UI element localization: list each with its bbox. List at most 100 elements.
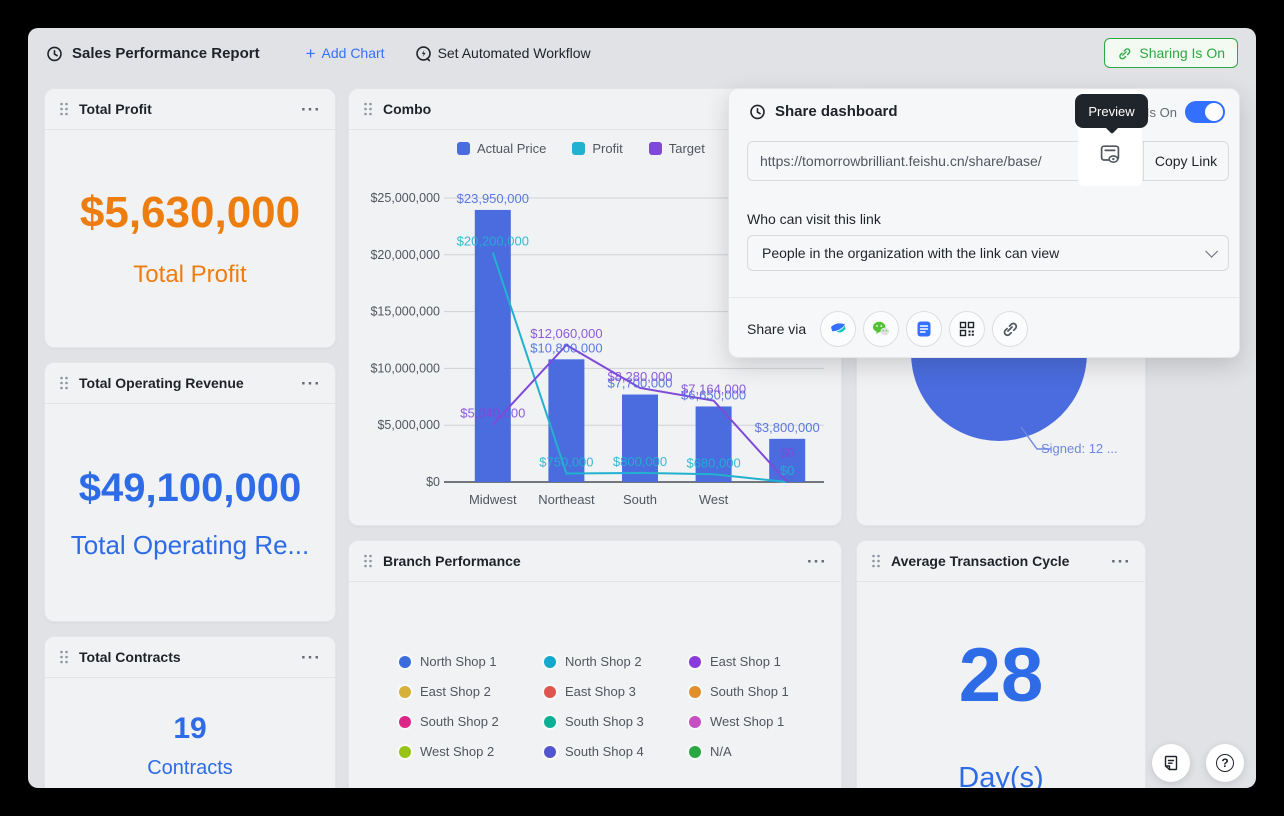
share-via-qrcode-button[interactable] (949, 311, 986, 347)
document-icon (1164, 755, 1178, 771)
svg-text:$15,000,000: $15,000,000 (370, 305, 440, 319)
share-via-label: Share via (747, 321, 807, 337)
clock-icon (47, 46, 62, 61)
share-url-input[interactable]: https://tomorrowbrilliant.feishu.cn/shar… (760, 153, 1042, 169)
legend-dot (689, 745, 701, 758)
help-button[interactable]: ? (1206, 744, 1244, 782)
svg-text:$8,280,000: $8,280,000 (607, 369, 672, 384)
permission-value: People in the organization with the link… (762, 245, 1060, 261)
drag-handle-icon[interactable] (59, 650, 69, 664)
legend-label: South Shop 4 (565, 744, 644, 759)
card-title: Total Contracts (79, 649, 181, 665)
drag-handle-icon[interactable] (871, 554, 881, 568)
sharing-is-on-button[interactable]: Sharing Is On (1104, 38, 1238, 68)
kpi-label: Total Operating Re... (70, 529, 310, 560)
share-via-lark-button[interactable] (820, 311, 857, 347)
card-title: Total Profit (79, 101, 152, 117)
preview-icon (1100, 145, 1120, 163)
sharing-toggle[interactable] (1185, 101, 1225, 123)
legend-item-n-a[interactable]: N/A (689, 741, 834, 762)
page-title: Sales Performance Report (72, 44, 260, 62)
branch-performance-legend: North Shop 1 North Shop 2 East Shop 1 East … (399, 651, 834, 762)
svg-text:$3,800,000: $3,800,000 (755, 420, 820, 435)
pie-slice-label: Signed: 12 ... (1041, 441, 1118, 456)
legend-item-south-shop-3[interactable]: South Shop 3 (544, 711, 689, 732)
legend-label: East Shop 2 (420, 684, 491, 699)
svg-text:South: South (623, 492, 657, 507)
docs-helper-button[interactable] (1152, 744, 1190, 782)
legend-label: East Shop 3 (565, 684, 636, 699)
legend-label: Actual Price (477, 140, 547, 156)
link-icon (1003, 322, 1018, 337)
dashboard-window: Sales Performance Report + Add Chart Set… (28, 28, 1256, 788)
share-via-docs-button[interactable] (906, 311, 943, 347)
add-chart-button[interactable]: + Add Chart (305, 43, 385, 63)
legend-item-south-shop-4[interactable]: South Shop 4 (544, 741, 689, 762)
more-menu-button[interactable]: ··· (301, 373, 321, 393)
legend-item-east-shop-2[interactable]: East Shop 2 (399, 681, 544, 702)
legend-item-south-shop-1[interactable]: South Shop 1 (689, 681, 834, 702)
svg-text:$25,000,000: $25,000,000 (370, 191, 440, 205)
card-title: Total Operating Revenue (79, 375, 244, 391)
svg-text:$10,000,000: $10,000,000 (370, 361, 440, 375)
legend-label: West Shop 1 (710, 714, 785, 729)
share-via-link-button[interactable] (992, 311, 1029, 347)
legend-swatch (572, 141, 586, 155)
drag-handle-icon[interactable] (363, 554, 373, 568)
legend-dot (689, 655, 701, 668)
legend-item-profit[interactable]: Profit (572, 141, 623, 156)
drag-handle-icon[interactable] (59, 102, 69, 116)
svg-text:$800,000: $800,000 (613, 454, 667, 469)
svg-text:Northeast: Northeast (538, 492, 595, 507)
share-dashboard-popover: Share dashboard Sharing Is On https://to… (728, 88, 1240, 358)
popover-title: Share dashboard (775, 103, 898, 120)
total-operating-revenue-card: Total Operating Revenue ··· $49,100,000 … (44, 362, 336, 622)
legend-label: West Shop 2 (420, 744, 495, 759)
chevron-down-icon (1205, 244, 1218, 258)
kpi-value: $49,100,000 (78, 465, 302, 510)
kpi-label: Total Profit (133, 260, 247, 288)
set-automated-workflow-button[interactable]: Set Automated Workflow (415, 45, 591, 62)
more-menu-button[interactable]: ··· (301, 647, 321, 667)
clock-icon (750, 104, 765, 120)
legend-item-east-shop-3[interactable]: East Shop 3 (544, 681, 689, 702)
preview-button-highlighted[interactable] (1098, 142, 1122, 171)
drag-handle-icon[interactable] (363, 102, 373, 116)
more-menu-button[interactable]: ··· (1111, 551, 1131, 571)
pie-callout-line (1020, 426, 1051, 450)
legend-item-south-shop-2[interactable]: South Shop 2 (399, 711, 544, 732)
copy-link-button[interactable]: Copy Link (1154, 153, 1218, 169)
drag-handle-icon[interactable] (59, 376, 69, 390)
svg-text:$680,000: $680,000 (686, 455, 740, 470)
legend-item-north-shop-2[interactable]: North Shop 2 (544, 651, 689, 672)
legend-item-actual-price[interactable]: Actual Price (457, 141, 546, 156)
legend-dot (399, 745, 411, 758)
svg-text:$20,200,000: $20,200,000 (457, 234, 529, 249)
question-icon: ? (1216, 754, 1234, 772)
legend-item-west-shop-1[interactable]: West Shop 1 (689, 711, 834, 732)
legend-item-target[interactable]: Target (648, 141, 705, 156)
qrcode-icon (959, 321, 975, 337)
more-menu-button[interactable]: ··· (807, 551, 827, 571)
kpi-value: $5,630,000 (79, 187, 301, 237)
who-can-visit-label: Who can visit this link (747, 211, 881, 227)
legend-dot (544, 745, 556, 758)
legend-item-north-shop-1[interactable]: North Shop 1 (399, 651, 544, 672)
wechat-icon (873, 321, 890, 336)
more-menu-button[interactable]: ··· (301, 99, 321, 119)
legend-item-west-shop-2[interactable]: West Shop 2 (399, 741, 544, 762)
legend-label: South Shop 2 (420, 714, 499, 729)
svg-text:$7,700,000: $7,700,000 (607, 376, 672, 391)
legend-dot (544, 685, 556, 698)
share-via-wechat-button[interactable] (863, 311, 900, 347)
kpi-label: Day(s) (958, 762, 1044, 789)
legend-item-east-shop-1[interactable]: East Shop 1 (689, 651, 834, 672)
svg-text:$0: $0 (426, 475, 440, 489)
legend-dot (689, 685, 701, 698)
legend-label: North Shop 2 (565, 654, 642, 669)
permission-select[interactable]: People in the organization with the link… (747, 235, 1229, 271)
combo-chart-canvas[interactable]: $0 $5,000,000 $10,000,000 $15,000,000 $20,00… (349, 166, 843, 527)
kpi-label: Contracts (147, 757, 233, 779)
legend-swatch (457, 141, 470, 155)
docs-icon (917, 321, 931, 337)
